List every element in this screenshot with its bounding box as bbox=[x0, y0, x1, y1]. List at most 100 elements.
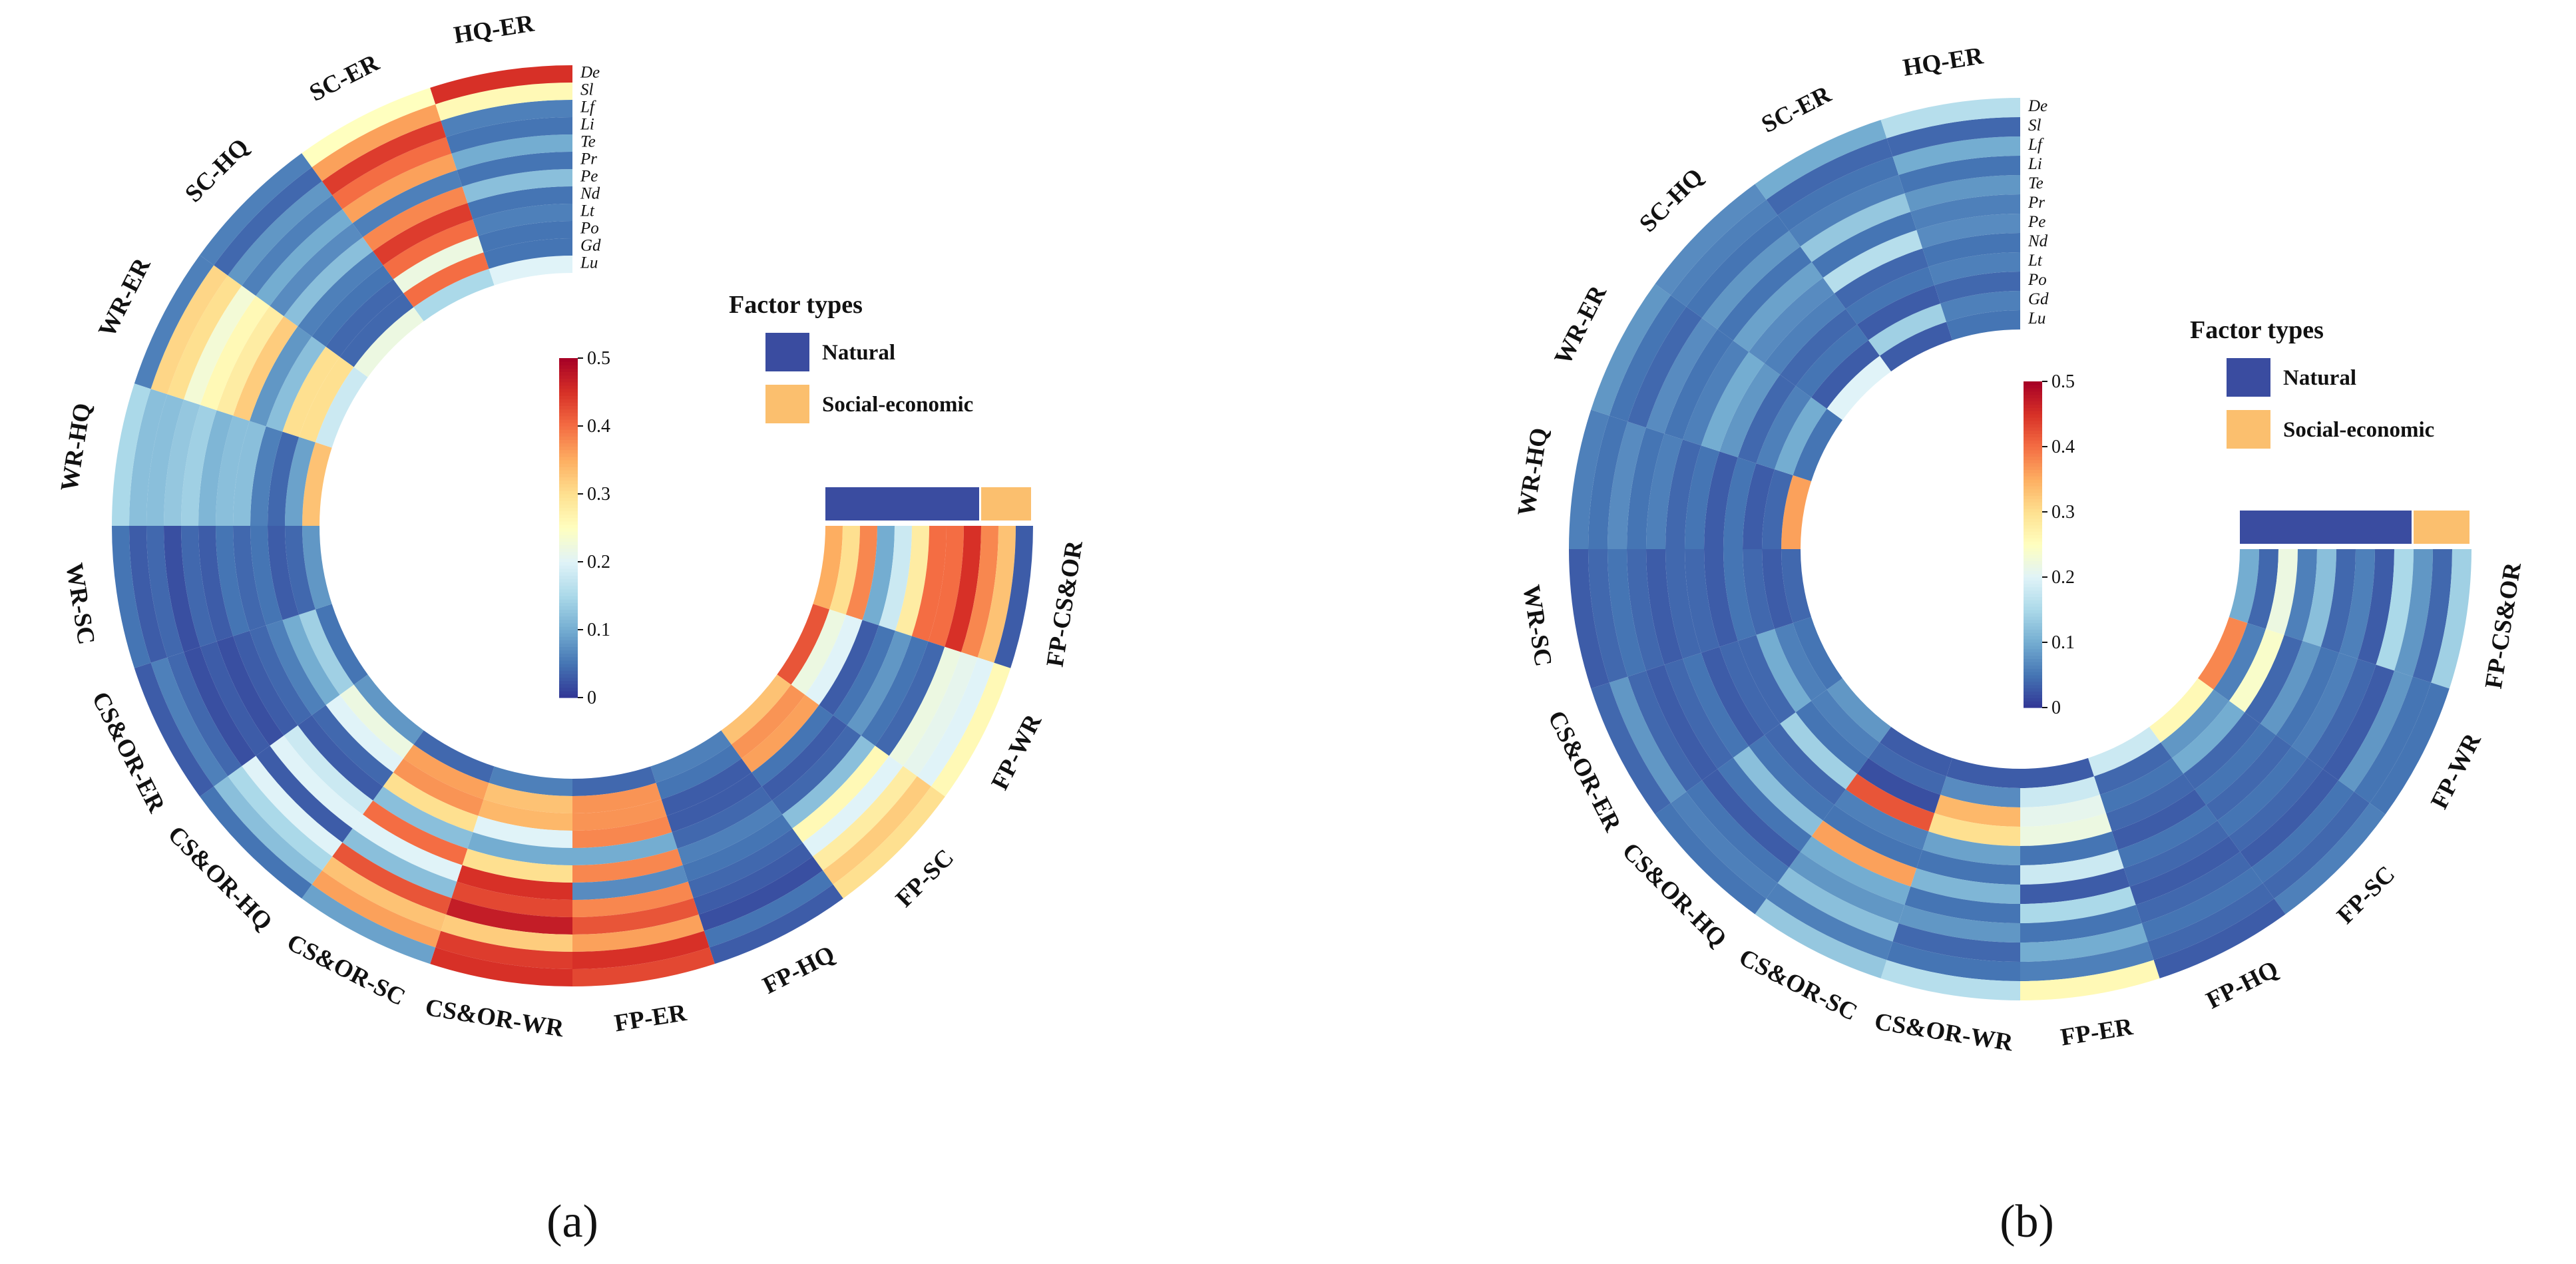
heatmap-cell bbox=[688, 828, 803, 899]
heatmap-cell bbox=[889, 646, 961, 766]
heatmap-cell bbox=[1701, 646, 1765, 747]
heatmap-cell bbox=[312, 705, 393, 787]
colorbar-segment bbox=[2024, 612, 2042, 617]
heatmap-cell bbox=[1665, 439, 1701, 549]
heatmap-cell bbox=[198, 410, 234, 526]
colorbar-segment bbox=[559, 562, 578, 566]
heatmap-cell bbox=[1645, 664, 1718, 781]
heatmap-cell bbox=[1940, 291, 2020, 322]
legend-title: Factor types bbox=[2190, 316, 2324, 344]
colorbar-segment bbox=[2024, 384, 2042, 389]
heatmap-cell bbox=[373, 202, 473, 266]
heatmap-cell bbox=[682, 814, 793, 882]
colorbar-segment bbox=[559, 426, 578, 430]
heatmap-cell bbox=[1701, 769, 1801, 868]
heatmap-cell bbox=[373, 786, 473, 849]
heatmap-cell bbox=[181, 526, 217, 647]
heatmap-cell bbox=[249, 326, 312, 427]
heatmap-cell bbox=[266, 620, 326, 716]
colorbar-segment bbox=[559, 365, 578, 369]
heatmap-cell bbox=[150, 265, 228, 395]
sector-label: FP-SC bbox=[2332, 861, 2400, 929]
factor-label: Sl bbox=[2028, 116, 2041, 134]
heatmap-cell bbox=[129, 526, 168, 663]
heatmap-cell bbox=[931, 662, 1011, 797]
colorbar-segment bbox=[559, 646, 578, 651]
heatmap-cell bbox=[1922, 831, 2020, 865]
colorbar-segment bbox=[2024, 433, 2042, 437]
colorbar-segment bbox=[559, 565, 578, 569]
factor-label: Lu bbox=[580, 254, 598, 272]
heatmap-cell bbox=[1886, 117, 2020, 157]
heatmap-cell bbox=[2195, 724, 2276, 805]
colorbar-segment bbox=[559, 578, 578, 583]
heatmap-cell bbox=[2020, 849, 2124, 885]
colorbar-segment bbox=[559, 650, 578, 654]
colorbar-segment bbox=[2024, 427, 2042, 431]
colorbar-segment bbox=[559, 599, 578, 603]
heatmap-cell bbox=[1856, 757, 1941, 813]
colorbar-segment bbox=[559, 588, 578, 593]
heatmap-cell bbox=[845, 526, 877, 620]
colorbar-segment bbox=[2024, 407, 2042, 411]
colorbar-segment bbox=[559, 412, 578, 417]
colorbar-tick-label: 0.5 bbox=[587, 348, 610, 369]
colorbar-segment bbox=[559, 517, 578, 522]
colorbar-segment bbox=[559, 612, 578, 617]
heatmap-cell bbox=[339, 293, 414, 367]
colorbar-segment bbox=[559, 429, 578, 433]
colorbar-segment bbox=[2024, 678, 2042, 682]
heatmap-cell bbox=[2172, 701, 2245, 774]
colorbar: 0 0.1 0.2 0.3 0.4 0.5 bbox=[2024, 371, 2075, 718]
colorbar-segment bbox=[2024, 485, 2042, 490]
colorbar-segment bbox=[559, 399, 578, 403]
heatmap-cell bbox=[1733, 262, 1823, 352]
heatmap-cell bbox=[1789, 174, 1905, 247]
panel-caption-b: (b) bbox=[2000, 1196, 2054, 1247]
colorbar-segment bbox=[2024, 469, 2042, 473]
heatmap-cell bbox=[270, 223, 363, 316]
heatmap-cell bbox=[2020, 905, 2142, 943]
colorbar-segment bbox=[559, 497, 578, 501]
colorbar-segment bbox=[2024, 655, 2042, 660]
heatmap-cell bbox=[813, 526, 843, 610]
colorbar-segment bbox=[559, 433, 578, 437]
heatmap-cell bbox=[403, 252, 489, 308]
heatmap-cell bbox=[2229, 628, 2284, 713]
heatmap-cell bbox=[228, 765, 333, 871]
heatmap-cell bbox=[1834, 248, 1929, 310]
heatmap-cell bbox=[129, 389, 168, 526]
colorbar-segment bbox=[559, 609, 578, 614]
colorbar-segment bbox=[2024, 505, 2042, 509]
heatmap-cell bbox=[2217, 746, 2308, 837]
heatmap-cell bbox=[2229, 757, 2323, 852]
heatmap-cell bbox=[256, 745, 353, 843]
colorbar-segment bbox=[2024, 528, 2042, 532]
heatmap-cell bbox=[572, 914, 704, 952]
heatmap-cell bbox=[2431, 549, 2471, 689]
heatmap-cell bbox=[761, 715, 847, 801]
heatmap-cell bbox=[572, 799, 667, 831]
colorbar-segment bbox=[559, 504, 578, 508]
sector-label: SC-ER bbox=[305, 49, 384, 107]
heatmap-cell bbox=[228, 181, 333, 286]
factor-label: Pr bbox=[2028, 194, 2045, 212]
heatmap-cell bbox=[489, 766, 572, 797]
heatmap-cell bbox=[1823, 805, 1923, 869]
heatmap-cell bbox=[1665, 549, 1701, 659]
heatmap-cell bbox=[751, 705, 833, 787]
heatmap-cell bbox=[1588, 549, 1628, 683]
colorbar-tick-label: 0.1 bbox=[587, 620, 610, 640]
heatmap-cell bbox=[1800, 836, 1911, 905]
heatmap-cell bbox=[771, 725, 861, 815]
colorbar-segment bbox=[559, 592, 578, 596]
panel-b: (b) FP-CS&OR FP-WR FP-SC FP-HQ FP-ER CS&OR-WR… bbox=[1512, 42, 2527, 1247]
heatmap-cell bbox=[441, 914, 572, 952]
heatmap-cell bbox=[435, 931, 572, 969]
factor-label: Lf bbox=[2028, 136, 2044, 154]
heatmap-cell bbox=[302, 442, 332, 526]
colorbar-segment bbox=[2024, 534, 2042, 538]
colorbar-segment bbox=[2024, 642, 2042, 646]
heatmap-cell bbox=[441, 100, 572, 138]
heatmap-cell bbox=[242, 195, 343, 296]
